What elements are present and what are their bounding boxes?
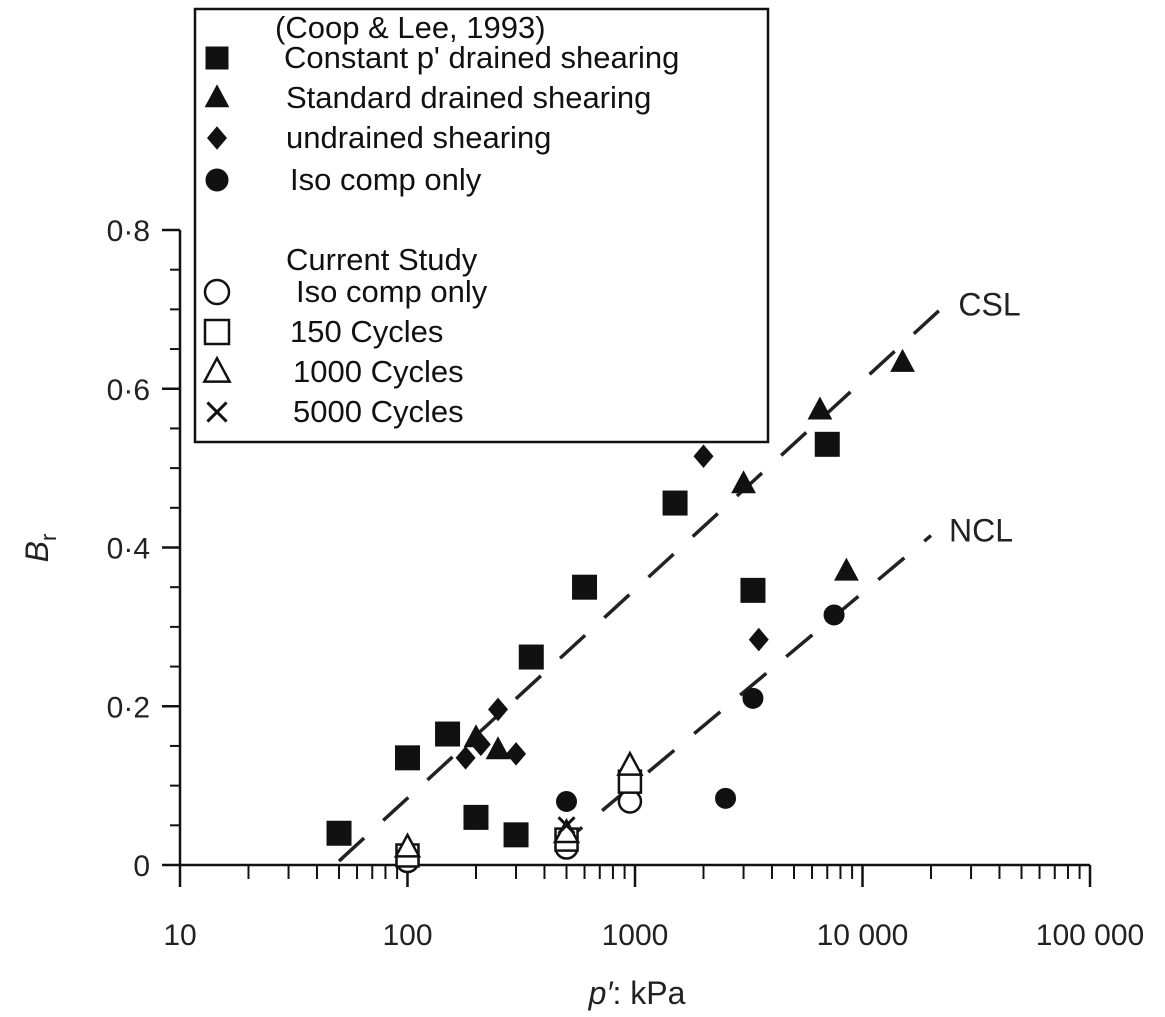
data-point-s0-square-filled (814, 431, 840, 457)
data-point-s0-square-filled (395, 745, 420, 771)
data-point-s6-triangle-open (616, 750, 644, 776)
y-tick-label: 0·6 (107, 374, 150, 407)
y-ticks: 0 0·2 0·4 0·6 0·8 (107, 215, 180, 883)
legend-marker-3 (205, 168, 229, 192)
data-point-s6-triangle-open (393, 832, 422, 858)
data-point-s3-circle-filled (823, 604, 845, 626)
legend-marker-2 (206, 126, 228, 150)
legend-group2-title: Current Study (286, 242, 478, 277)
data-point-s1-triangle-filled (731, 470, 756, 494)
data-point-s3-circle-filled (556, 791, 578, 812)
data-point-s2-diamond-filled (455, 746, 476, 770)
data-point-s2-diamond-filled (506, 742, 527, 766)
legend-label-3: Iso comp only (290, 162, 482, 197)
legend-group1-title: (Coop & Lee, 1993) (275, 10, 546, 45)
legend-label-1: Standard drained shearing (286, 80, 651, 115)
x-tick-label: 10 000 (817, 919, 909, 952)
legend-marker-0 (205, 46, 229, 70)
data-point-s0-square-filled (503, 822, 529, 848)
y-axis-symbol: B (19, 541, 55, 562)
data-point-s1-triangle-filled (890, 348, 915, 372)
data-point-s2-diamond-filled (748, 627, 769, 652)
legend-label-0: Constant p' drained shearing (284, 40, 679, 75)
data-point-s0-square-filled (662, 490, 688, 516)
data-point-s7-cross-open (557, 816, 576, 835)
legend-label-5: 150 Cycles (290, 314, 443, 349)
data-point-s0-square-filled (518, 644, 544, 670)
data-point-s2-diamond-filled (693, 444, 714, 468)
reference-lines: CSL NCL (337, 286, 1021, 863)
x-tick-label: 10 (163, 919, 196, 952)
data-point-s1-triangle-filled (485, 736, 511, 760)
data-point-s0-square-filled (326, 820, 352, 846)
data-point-s0-square-filled (435, 721, 461, 747)
legend-marker-1 (204, 84, 230, 108)
axes: 10 100 1000 10 000 100 000 0 0·2 0·4 0·6 0·8 (107, 215, 1145, 952)
legend-marker-5 (203, 318, 231, 346)
x-ticks: 10 100 1000 10 000 100 000 (163, 865, 1144, 952)
line-label-ncl: NCL (949, 513, 1013, 549)
y-axis-subscript: r (36, 534, 61, 541)
line-ncl (554, 534, 933, 851)
data-point-s3-circle-filled (742, 687, 764, 709)
x-tick-label: 1000 (602, 919, 669, 952)
data-point-s1-triangle-filled (834, 557, 859, 581)
x-tick-label: 100 000 (1036, 919, 1144, 952)
data-points (326, 348, 915, 874)
cross-stroke (557, 816, 576, 835)
y-axis-title: Br (19, 534, 61, 563)
cross-stroke (206, 401, 228, 423)
legend-label-2: undrained shearing (286, 120, 551, 155)
data-point-s2-diamond-filled (470, 732, 491, 757)
line-label-csl: CSL (958, 286, 1020, 322)
legend-label-7: 5000 Cycles (293, 394, 464, 429)
legend-label-4: Iso comp only (296, 274, 488, 309)
x-axis-unit: : kPa (612, 975, 685, 1011)
legend-marker-7 (206, 401, 228, 423)
legend-label-6: 1000 Cycles (293, 354, 464, 389)
data-point-s1-triangle-filled (807, 396, 833, 420)
x-axis-symbol: p′ (588, 975, 614, 1011)
data-point-s0-square-filled (463, 804, 489, 830)
legend-marker-4 (203, 278, 231, 306)
data-point-s3-circle-filled (715, 787, 737, 809)
y-tick-label: 0 (133, 850, 150, 883)
legend: (Coop & Lee, 1993) Current Study Constan… (193, 7, 770, 444)
line-csl (337, 308, 942, 863)
legend-marker-6 (202, 355, 232, 383)
legend-rows: Constant p' drained shearing Standard dra… (202, 40, 679, 429)
legend-box (193, 7, 770, 444)
x-axis-title: p′: kPa (588, 975, 686, 1011)
y-tick-label: 0·4 (107, 533, 150, 566)
y-tick-label: 0·8 (107, 215, 150, 248)
y-tick-label: 0·2 (107, 691, 150, 724)
x-tick-label: 100 (382, 919, 432, 952)
data-point-s2-diamond-filled (488, 697, 509, 722)
data-point-s0-square-filled (572, 574, 598, 600)
data-point-s0-square-filled (740, 577, 766, 603)
